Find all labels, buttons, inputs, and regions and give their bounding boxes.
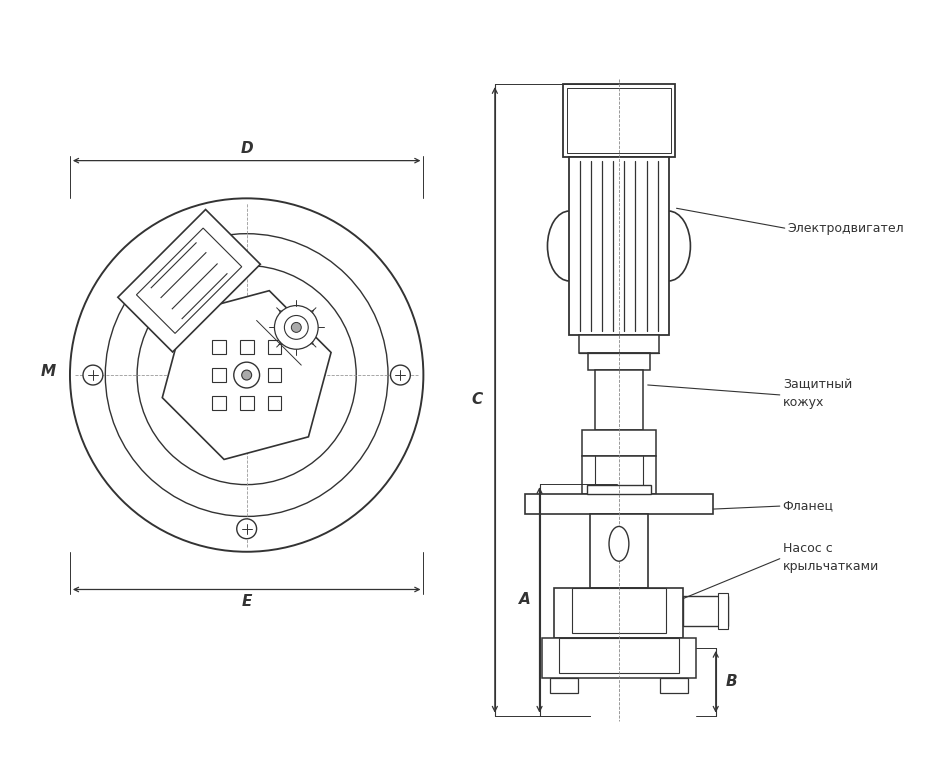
Bar — [572, 588, 666, 633]
Text: Защитный: Защитный — [783, 379, 852, 392]
Polygon shape — [137, 228, 241, 334]
Circle shape — [390, 365, 410, 385]
Text: M: M — [41, 363, 56, 379]
Bar — [550, 678, 578, 693]
Bar — [718, 594, 728, 629]
Bar — [268, 396, 281, 410]
Circle shape — [275, 305, 318, 350]
Bar — [239, 396, 254, 410]
Text: E: E — [241, 594, 252, 609]
Circle shape — [105, 233, 388, 516]
Text: Электродвигател: Электродвигател — [788, 222, 904, 235]
Bar — [581, 457, 656, 494]
Bar — [581, 430, 656, 457]
Bar — [563, 84, 674, 157]
Bar — [588, 353, 650, 370]
Circle shape — [292, 322, 301, 332]
Bar — [587, 485, 651, 494]
Bar — [569, 157, 669, 335]
Bar — [580, 335, 658, 353]
Bar — [595, 370, 643, 430]
Bar — [268, 368, 281, 382]
Bar — [555, 588, 683, 638]
Bar — [542, 638, 696, 678]
Bar — [567, 88, 671, 153]
Bar — [239, 340, 254, 354]
Circle shape — [83, 365, 103, 385]
Polygon shape — [162, 291, 331, 460]
Bar — [212, 368, 226, 382]
Text: B: B — [726, 674, 737, 689]
Text: A: A — [519, 592, 530, 607]
Text: C: C — [471, 392, 483, 408]
Text: крыльчатками: крыльчатками — [783, 560, 879, 573]
Text: Насос с: Насос с — [783, 542, 832, 555]
Circle shape — [284, 315, 308, 340]
Bar — [212, 396, 226, 410]
Ellipse shape — [609, 526, 629, 562]
Circle shape — [237, 519, 256, 539]
Bar — [524, 494, 713, 514]
Bar — [560, 638, 678, 673]
Text: кожух: кожух — [783, 396, 824, 409]
Bar — [660, 678, 688, 693]
Text: Фланец: Фланец — [783, 500, 834, 513]
Text: D: D — [240, 142, 253, 156]
Polygon shape — [118, 210, 260, 352]
Circle shape — [70, 198, 424, 552]
Circle shape — [234, 362, 259, 388]
Bar — [683, 597, 728, 627]
Bar — [268, 340, 281, 354]
Circle shape — [241, 370, 252, 380]
Circle shape — [137, 265, 356, 484]
Bar — [212, 340, 226, 354]
Bar — [590, 514, 648, 588]
